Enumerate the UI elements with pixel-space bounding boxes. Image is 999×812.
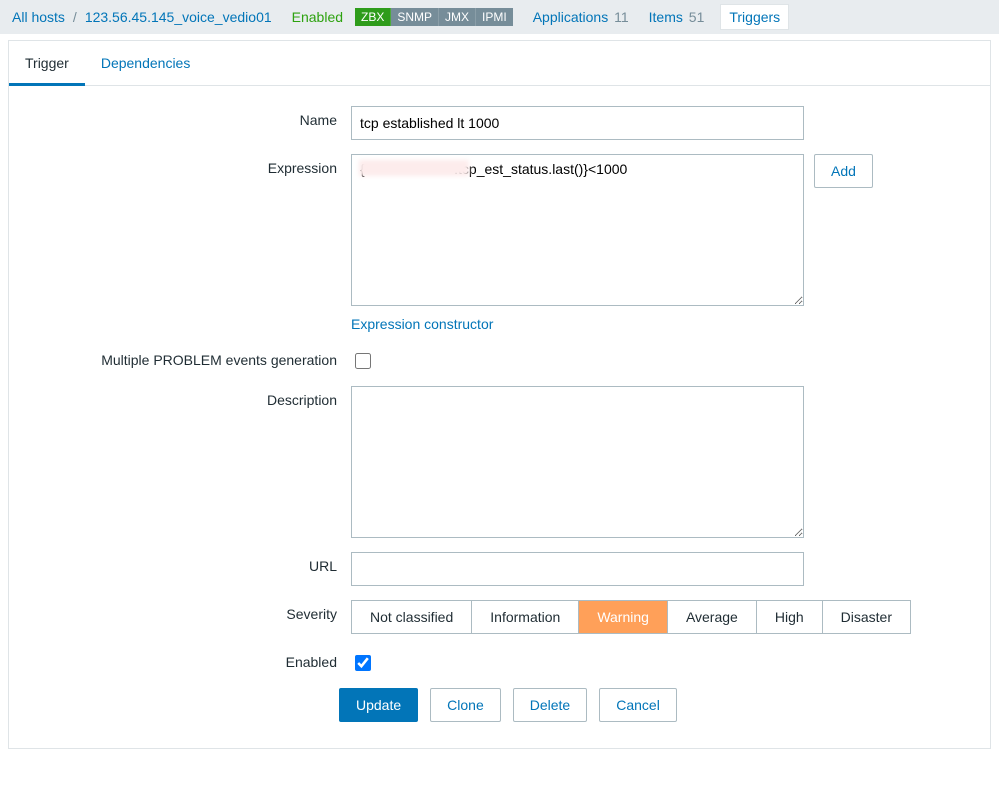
badge-zbx: ZBX xyxy=(355,8,391,26)
badge-jmx: JMX xyxy=(439,8,476,26)
severity-not-classified[interactable]: Not classified xyxy=(352,601,472,633)
form-actions: Update Clone Delete Cancel xyxy=(339,688,978,722)
severity-average[interactable]: Average xyxy=(668,601,757,633)
tab-trigger[interactable]: Trigger xyxy=(9,41,85,86)
name-label: Name xyxy=(21,106,351,128)
expression-add-button[interactable]: Add xyxy=(814,154,873,188)
content-panel: Trigger Dependencies Name Expression Add… xyxy=(8,40,991,749)
description-label: Description xyxy=(21,386,351,408)
nav-applications[interactable]: Applications 11 xyxy=(533,9,629,25)
expression-constructor-link[interactable]: Expression constructor xyxy=(351,316,493,332)
url-label: URL xyxy=(21,552,351,574)
cancel-button[interactable]: Cancel xyxy=(599,688,677,722)
breadcrumb-all-hosts[interactable]: All hosts xyxy=(12,9,65,25)
severity-label: Severity xyxy=(21,600,351,622)
tab-dependencies[interactable]: Dependencies xyxy=(85,41,207,86)
top-bar: All hosts / 123.56.45.145_voice_vedio01 … xyxy=(0,0,999,34)
severity-warning[interactable]: Warning xyxy=(579,601,668,633)
update-button[interactable]: Update xyxy=(339,688,418,722)
tabs: Trigger Dependencies xyxy=(9,41,990,86)
delete-button[interactable]: Delete xyxy=(513,688,587,722)
badge-ipmi: IPMI xyxy=(476,8,513,26)
breadcrumb-sep: / xyxy=(73,9,77,25)
enabled-label: Enabled xyxy=(21,648,351,670)
multiple-problem-checkbox[interactable] xyxy=(355,353,371,369)
expression-label: Expression xyxy=(21,154,351,176)
severity-high[interactable]: High xyxy=(757,601,823,633)
severity-group: Not classifiedInformationWarningAverageH… xyxy=(351,600,911,634)
clone-button[interactable]: Clone xyxy=(430,688,501,722)
nav-triggers-label[interactable]: Triggers xyxy=(729,9,780,25)
description-textarea[interactable] xyxy=(351,386,804,538)
nav-applications-count: 11 xyxy=(614,9,629,25)
severity-information[interactable]: Information xyxy=(472,601,579,633)
name-input[interactable] xyxy=(351,106,804,140)
nav-items[interactable]: Items 51 xyxy=(649,9,705,25)
url-input[interactable] xyxy=(351,552,804,586)
host-enabled-status: Enabled xyxy=(292,9,343,25)
nav-items-label[interactable]: Items xyxy=(649,9,683,25)
severity-disaster[interactable]: Disaster xyxy=(823,601,910,633)
nav-triggers[interactable]: Triggers xyxy=(720,4,789,30)
nav-applications-label[interactable]: Applications xyxy=(533,9,609,25)
breadcrumb-host[interactable]: 123.56.45.145_voice_vedio01 xyxy=(85,9,272,25)
nav-items-count: 51 xyxy=(689,9,705,25)
multiple-problem-label: Multiple PROBLEM events generation xyxy=(21,346,351,368)
enabled-checkbox[interactable] xyxy=(355,655,371,671)
trigger-form: Name Expression Add Expression construct… xyxy=(9,86,990,730)
badge-snmp: SNMP xyxy=(391,8,439,26)
interface-badges: ZBXSNMPJMXIPMI xyxy=(355,8,513,26)
expression-textarea[interactable] xyxy=(351,154,804,306)
